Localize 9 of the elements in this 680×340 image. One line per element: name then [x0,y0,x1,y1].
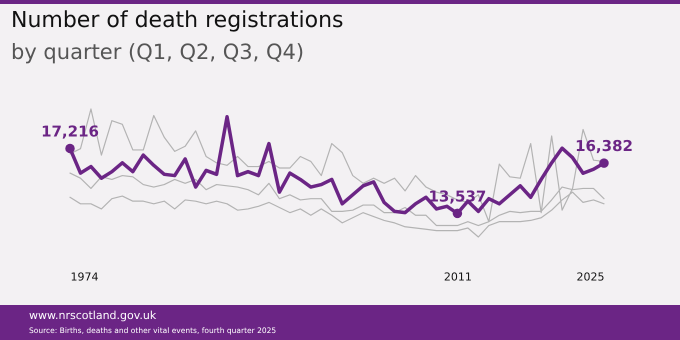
x-tick-label: 2011 [444,270,472,284]
chart-subtitle: by quarter (Q1, Q2, Q3, Q4) [11,40,304,64]
data-label: 13,537 [428,187,486,206]
chart-title: Number of death registrations [11,8,344,33]
data-label: 17,216 [41,122,99,140]
text: www.nrscotland.gov.uk [29,309,156,322]
data-label: 16,382 [575,137,633,156]
x-tick-label: 2025 [576,270,604,284]
x-tick-label: 1974 [70,270,98,284]
